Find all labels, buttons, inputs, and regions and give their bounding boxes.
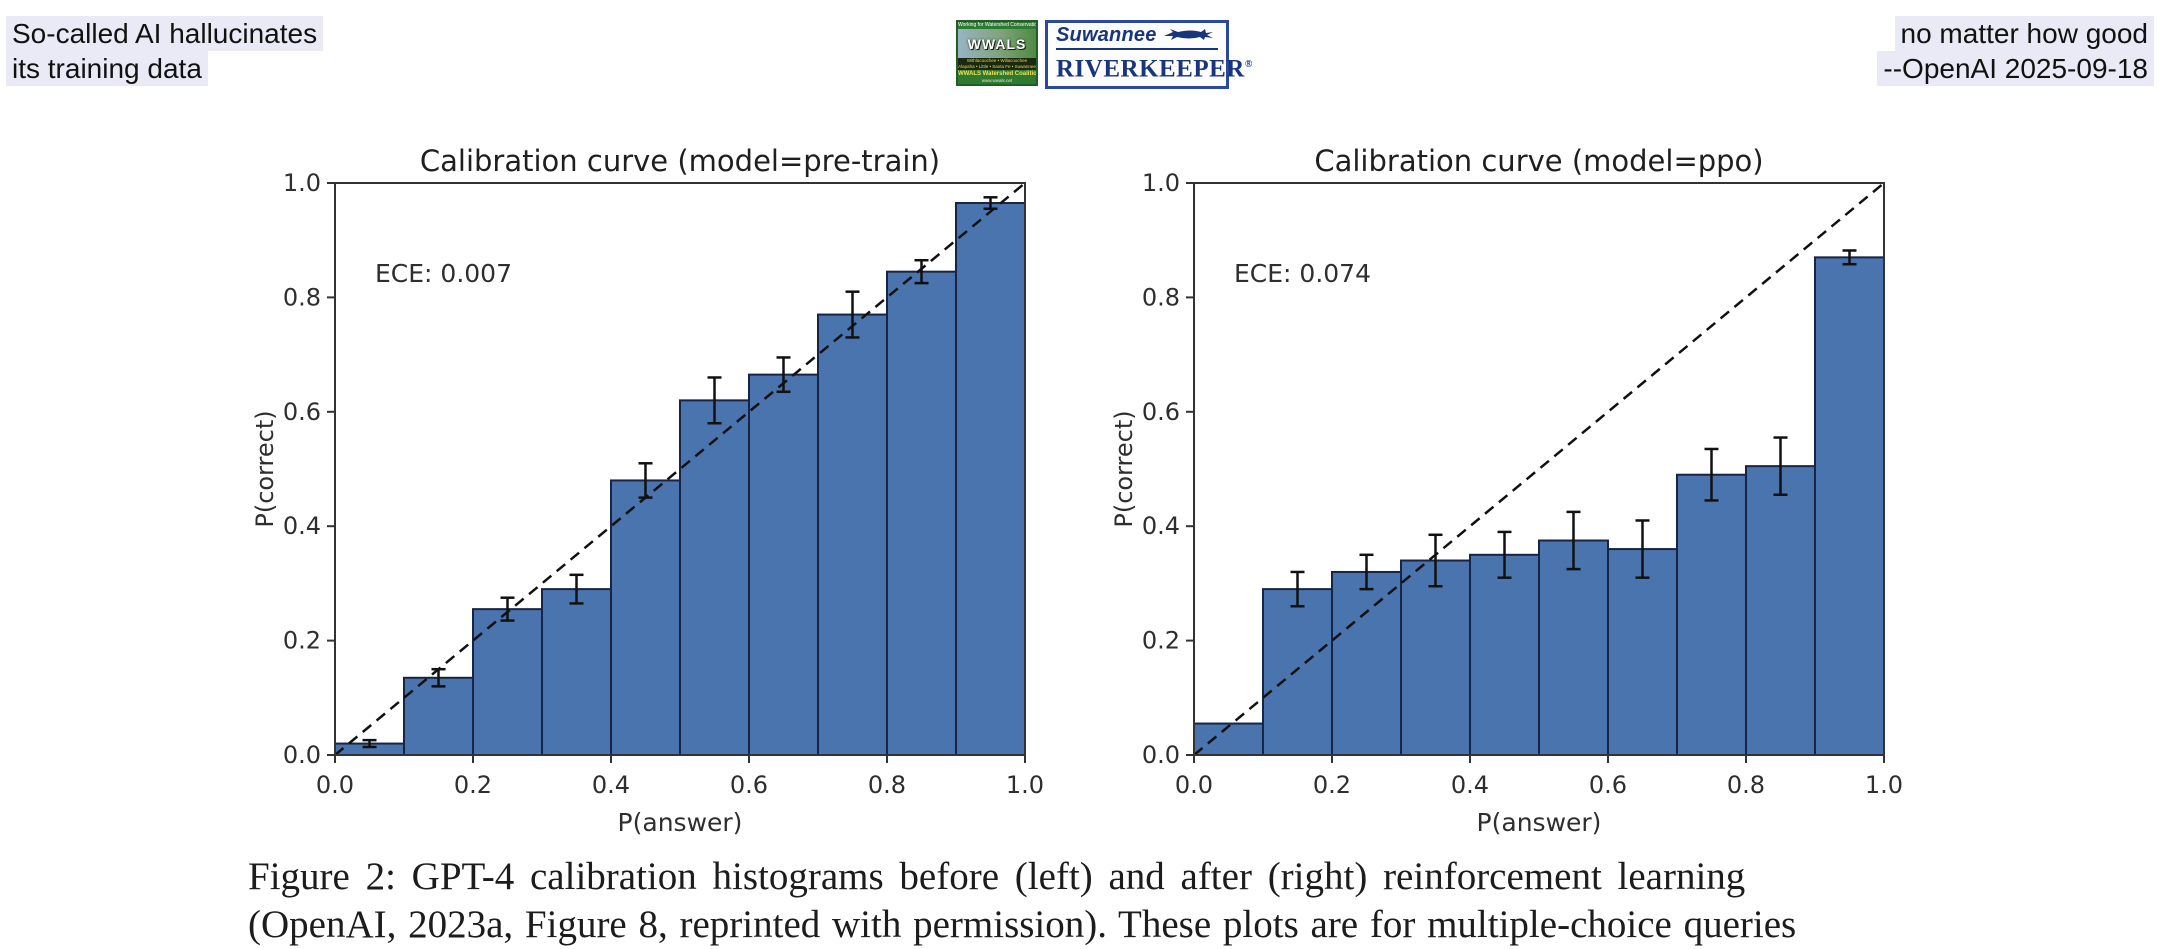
- x-axis-label: P(answer): [1477, 808, 1602, 835]
- wwals-rivers-line: Withlacoochee • Willacoochee: [966, 58, 1028, 63]
- top-left-note: So-called AI hallucinates its training d…: [6, 16, 324, 86]
- bar: [1400, 559, 1471, 756]
- y-tick-label: 0.4: [1142, 512, 1180, 540]
- bar: [1331, 570, 1402, 756]
- bar: [403, 676, 474, 757]
- bar: [1676, 473, 1747, 756]
- x-tick-label: 0.4: [592, 771, 630, 799]
- diagonal-reference-line: [1193, 182, 1885, 756]
- bar: [1745, 465, 1816, 756]
- suwannee-label: Suwannee: [1056, 23, 1157, 46]
- plot-spines: [1193, 182, 1885, 756]
- note-line: --OpenAI 2025-09-18: [1877, 51, 2154, 86]
- riverkeeper-box: Suwannee RIVERKEEPER®: [1045, 20, 1253, 89]
- wwals-rivers-line: Alapaha • Little • Santa Fe • Suwannee: [958, 64, 1036, 69]
- y-tick-label: 0.2: [1142, 627, 1180, 655]
- x-tick-label: 0.4: [1451, 771, 1489, 799]
- y-tick-label: 0.2: [283, 627, 321, 655]
- ece-annotation: ECE: 0.074: [1234, 259, 1371, 288]
- wwals-name: WWALS: [967, 35, 1027, 52]
- wwals-logo: Working for Watershed Conservation WWALS…: [956, 20, 1038, 86]
- x-tick-label: 0.2: [454, 771, 492, 799]
- x-tick-label: 1.0: [1006, 771, 1044, 799]
- y-tick-label: 0.0: [283, 741, 321, 769]
- caption-line-2: (OpenAI, 2023a, Figure 8, reprinted with…: [248, 903, 1797, 946]
- y-tick-label: 0.6: [283, 398, 321, 426]
- note-line: no matter how good: [1894, 16, 2154, 51]
- bar: [1262, 588, 1333, 756]
- y-tick-label: 0.0: [1142, 741, 1180, 769]
- wwals-rivers-band: Withlacoochee • Willacoochee Alapaha • L…: [958, 58, 1036, 70]
- ece-annotation: ECE: 0.007: [375, 259, 512, 288]
- x-tick-label: 0.6: [730, 771, 768, 799]
- registered-mark: ®: [1244, 58, 1253, 70]
- x-tick-label: 0.0: [1175, 771, 1213, 799]
- chart-title: Calibration curve (model=ppo): [1314, 144, 1763, 178]
- bar: [472, 608, 543, 757]
- note-line: its training data: [6, 51, 208, 86]
- x-axis-label: P(answer): [618, 808, 743, 835]
- suwannee-riverkeeper-logo: Working for Watershed Conservation WWALS…: [956, 20, 1253, 89]
- x-tick-label: 0.0: [316, 771, 354, 799]
- x-tick-label: 0.8: [1727, 771, 1765, 799]
- bar: [817, 313, 888, 756]
- y-tick-label: 0.4: [283, 512, 321, 540]
- bar: [1193, 722, 1264, 756]
- bar: [748, 373, 819, 756]
- wwals-footer: WWALS Watershed Coalition www.wwals.net: [958, 70, 1036, 84]
- y-tick-label: 1.0: [283, 169, 321, 197]
- bar: [1469, 553, 1540, 756]
- x-tick-label: 0.8: [868, 771, 906, 799]
- calibration-chart-ppo: 0.0 0.2 0.4 0.6 0.8 1.0 0.0 0.2 0.4 0.6 0.8 1.0 Cali…: [1110, 144, 1903, 835]
- bar: [1607, 548, 1678, 756]
- chart-title: Calibration curve (model=pre-train): [420, 144, 940, 178]
- wwals-scene-image: WWALS: [958, 29, 1036, 58]
- x-tick-label: 0.6: [1589, 771, 1627, 799]
- bar: [679, 399, 750, 756]
- note-line: So-called AI hallucinates: [6, 16, 324, 51]
- x-tick-label: 1.0: [1865, 771, 1903, 799]
- bar: [1814, 256, 1885, 757]
- y-tick-label: 0.8: [1142, 283, 1180, 311]
- y-tick-label: 0.6: [1142, 398, 1180, 426]
- wwals-url: www.wwals.net: [981, 78, 1013, 83]
- diagonal-reference-line: [334, 182, 1026, 756]
- x-tick-label: 0.2: [1313, 771, 1351, 799]
- bar: [541, 588, 612, 756]
- top-right-note: no matter how good --OpenAI 2025-09-18: [1877, 16, 2154, 86]
- bar: [610, 479, 681, 756]
- riverkeeper-top-row: Suwannee: [1056, 24, 1218, 50]
- y-tick-label: 0.8: [283, 283, 321, 311]
- y-axis-label: P(correct): [251, 410, 279, 527]
- bar: [955, 202, 1026, 756]
- caption-line-1: Figure 2: GPT-4 calibration histograms b…: [248, 855, 1746, 898]
- bar: [886, 270, 957, 756]
- y-tick-label: 1.0: [1142, 169, 1180, 197]
- y-axis-label: P(correct): [1110, 410, 1138, 527]
- bar: [1538, 539, 1609, 756]
- wwals-coalition: WWALS Watershed Coalition: [958, 71, 1038, 77]
- riverkeeper-label: RIVERKEEPER®: [1056, 55, 1253, 83]
- calibration-chart-pretrain: 0.0 0.2 0.4 0.6 0.8 1.0 0.0 0.2 0.4 0.6 0.8 1.0 Cali…: [251, 144, 1044, 835]
- plot-spines: [334, 182, 1026, 756]
- sturgeon-fish-icon: [1163, 29, 1213, 41]
- wwals-tagline: Working for Watershed Conservation: [958, 22, 1036, 29]
- figure-caption: Figure 2: GPT-4 calibration histograms b…: [248, 853, 1918, 949]
